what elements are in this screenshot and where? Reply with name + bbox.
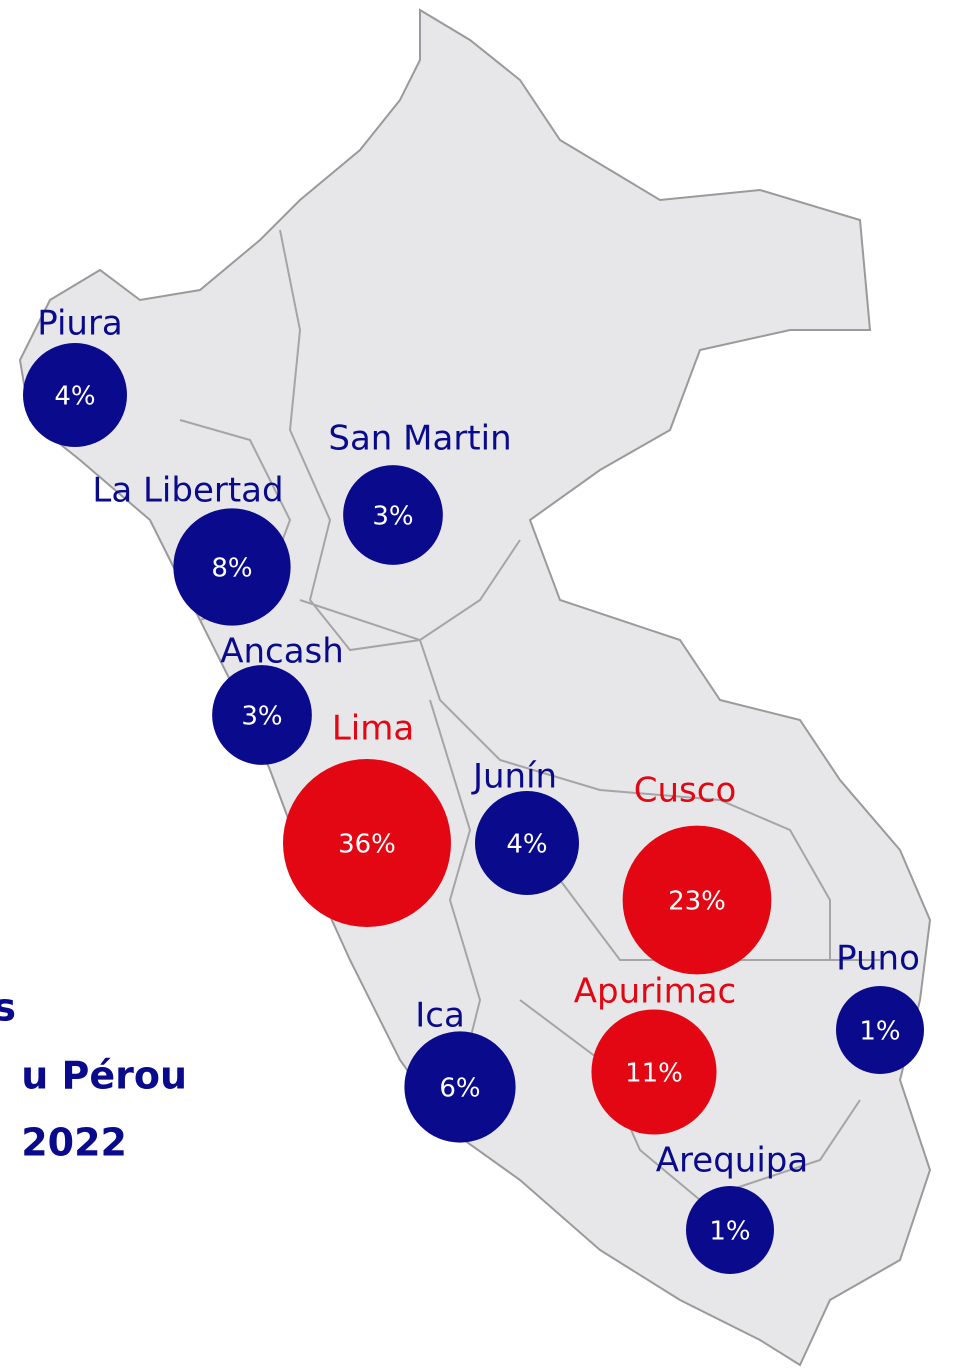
value-label: 6% bbox=[439, 1074, 480, 1104]
value-label: 11% bbox=[625, 1059, 683, 1089]
region-name: Ica bbox=[415, 996, 465, 1036]
value-label: 4% bbox=[506, 830, 547, 860]
region-name: Cusco bbox=[634, 771, 737, 811]
region-name: San Martin bbox=[328, 419, 511, 459]
bubble bbox=[173, 508, 291, 626]
title-line: 2022 bbox=[21, 1121, 127, 1165]
region-name: Apurimac bbox=[574, 972, 736, 1012]
value-label: 1% bbox=[709, 1217, 750, 1247]
bubble bbox=[343, 465, 443, 565]
region-name: La Libertad bbox=[92, 471, 283, 511]
bubble bbox=[686, 1186, 774, 1274]
bubble bbox=[591, 1009, 717, 1135]
title: s u Pérou 2022 bbox=[0, 986, 187, 1165]
title-line: u Pérou bbox=[21, 1054, 187, 1098]
bubble bbox=[622, 825, 772, 975]
value-label: 1% bbox=[859, 1017, 900, 1047]
value-label: 3% bbox=[372, 502, 413, 532]
value-label: 23% bbox=[668, 887, 726, 917]
region-name: Ancash bbox=[220, 632, 344, 672]
bubble bbox=[283, 759, 451, 927]
region-name: Piura bbox=[37, 304, 123, 344]
title-line: s bbox=[0, 986, 16, 1030]
bubble bbox=[836, 986, 924, 1074]
region-name: Lima bbox=[332, 709, 414, 749]
value-label: 36% bbox=[338, 830, 396, 860]
value-label: 8% bbox=[211, 554, 252, 584]
region-name: Junín bbox=[471, 757, 557, 797]
bubble bbox=[23, 343, 127, 447]
bubble bbox=[404, 1031, 516, 1143]
country-outline bbox=[18, 8, 932, 1367]
value-label: 4% bbox=[54, 382, 95, 412]
bubble bbox=[212, 665, 312, 765]
region-name: Arequipa bbox=[656, 1141, 808, 1181]
region-name: Puno bbox=[836, 939, 920, 979]
bubble bbox=[475, 791, 579, 895]
value-label: 3% bbox=[241, 702, 282, 732]
